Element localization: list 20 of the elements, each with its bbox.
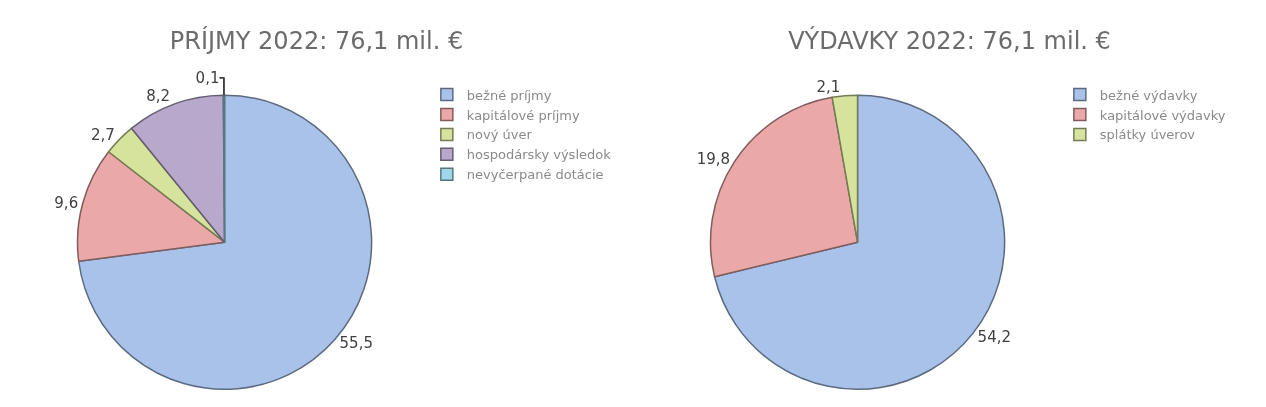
chart-title: VÝDAVKY 2022: 76,1 mil. €	[788, 26, 1111, 56]
data-label: 55,5	[339, 334, 373, 353]
data-label: 8,2	[146, 86, 171, 105]
legend-label: bežné výdavky	[1099, 87, 1198, 103]
chart-title: PRÍJMY 2022: 76,1 mil. €	[169, 26, 464, 56]
data-label: 0,1	[195, 68, 220, 87]
legend-label: bežné príjmy	[466, 87, 552, 103]
pie-slice	[831, 94, 859, 243]
data-label: 19,8	[696, 149, 731, 168]
data-label: 2,7	[91, 126, 115, 144]
data-label: 54,2	[977, 327, 1012, 346]
data-label: 9,6	[54, 193, 79, 212]
data-label: 2,1	[816, 77, 841, 96]
legend-label: nevyčerpané dotácie	[466, 167, 604, 183]
legend-label: splátky úverov	[1099, 127, 1196, 143]
legend-label: kapitálové výdavky	[1099, 107, 1226, 123]
legend-label: hospodársky výsledok	[466, 147, 612, 163]
pie-slice	[76, 150, 226, 263]
legend-label: kapitálové príjmy	[466, 107, 580, 123]
legend-label: nový úver	[466, 127, 533, 143]
